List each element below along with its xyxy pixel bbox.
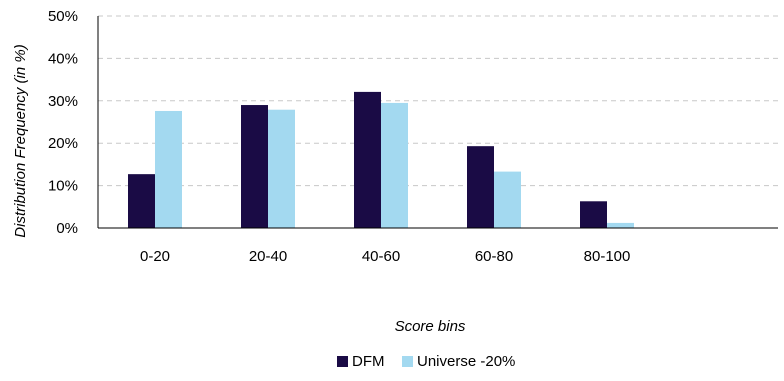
y-tick-label: 40%	[48, 50, 78, 67]
bar-universe-20-80-100	[607, 222, 634, 228]
y-tick-label: 50%	[48, 8, 78, 25]
legend: DFM Universe -20%	[337, 353, 515, 370]
x-axis-label: Score bins	[395, 318, 466, 335]
legend-swatch-universe	[402, 356, 413, 367]
y-tick-labels: 0% 10% 20% 30% 40% 50%	[48, 8, 78, 237]
bar-dfm-80-100	[580, 201, 607, 228]
legend-label-dfm: DFM	[352, 353, 385, 370]
bar-universe-20-60-80	[494, 171, 521, 228]
y-tick-label: 20%	[48, 135, 78, 152]
x-tick-label: 60-80	[475, 248, 513, 265]
x-tick-label: 40-60	[362, 248, 400, 265]
bar-universe-20-0-20	[155, 110, 182, 228]
x-tick-label: 20-40	[249, 248, 287, 265]
y-tick-label: 10%	[48, 178, 78, 195]
x-tick-label: 0-20	[140, 248, 170, 265]
bar-universe-20-40-60	[381, 102, 408, 228]
x-tick-labels: 0-20 20-40 40-60 60-80 80-100	[140, 248, 630, 265]
bar-universe-20-20-40	[268, 109, 295, 228]
bar-dfm-60-80	[467, 146, 494, 228]
y-axis-label: Distribution Frequency (in %)	[12, 44, 29, 237]
legend-label-universe: Universe -20%	[417, 353, 515, 370]
bar-dfm-20-40	[241, 105, 268, 228]
bar-dfm-40-60	[354, 91, 381, 228]
legend-swatch-dfm	[337, 356, 348, 367]
y-tick-label: 30%	[48, 93, 78, 110]
axes	[97, 16, 778, 229]
bars	[128, 91, 634, 228]
y-tick-label: 0%	[56, 220, 78, 237]
gridlines	[98, 15, 778, 187]
bar-dfm-0-20	[128, 174, 155, 228]
x-tick-label: 80-100	[584, 248, 631, 265]
